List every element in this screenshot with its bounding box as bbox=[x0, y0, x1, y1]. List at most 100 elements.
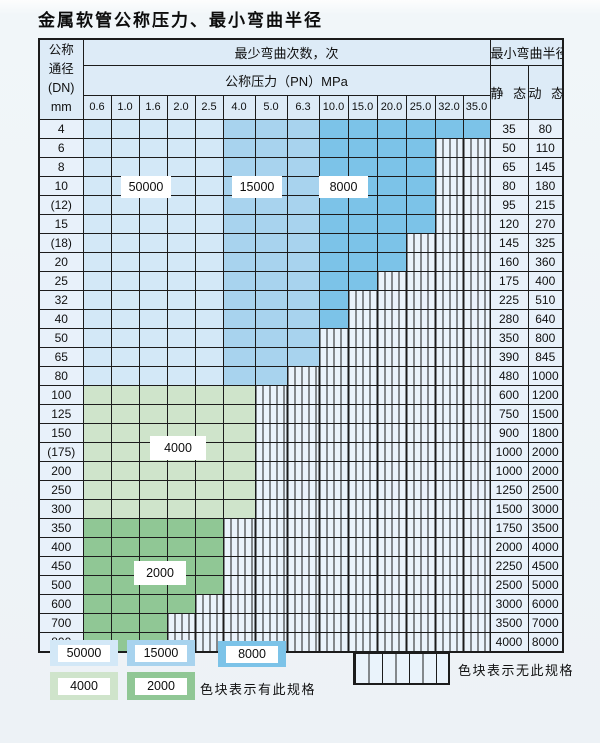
no-spec-cell bbox=[318, 422, 349, 443]
spec-cell bbox=[194, 536, 224, 557]
no-spec-cell bbox=[434, 517, 464, 538]
spec-cell bbox=[254, 346, 288, 367]
spec-cell bbox=[194, 574, 224, 595]
spec-cell bbox=[405, 175, 436, 196]
dynamic-radius-cell: 800 bbox=[527, 327, 564, 348]
no-spec-cell bbox=[222, 612, 256, 633]
spec-cell bbox=[434, 118, 464, 139]
spec-cell bbox=[138, 270, 168, 291]
no-spec-cell bbox=[347, 441, 378, 462]
no-spec-cell bbox=[347, 555, 378, 576]
spec-cell bbox=[194, 498, 224, 519]
no-spec-cell bbox=[376, 384, 407, 405]
no-spec-cell bbox=[166, 612, 196, 633]
no-spec-cell bbox=[286, 441, 320, 462]
no-spec-cell bbox=[254, 555, 288, 576]
no-spec-cell bbox=[254, 403, 288, 424]
table-row: 700 3500 7000 bbox=[38, 612, 564, 633]
spec-cell bbox=[254, 156, 288, 177]
spec-cell bbox=[82, 441, 112, 462]
dn-cell: 350 bbox=[38, 517, 84, 538]
spec-cell bbox=[82, 574, 112, 595]
no-spec-cell bbox=[376, 422, 407, 443]
no-spec-cell bbox=[434, 289, 464, 310]
table-row: 600 3000 6000 bbox=[38, 593, 564, 614]
spec-cell bbox=[166, 498, 196, 519]
spec-cell bbox=[254, 308, 288, 329]
spec-cell bbox=[405, 156, 436, 177]
no-spec-cell bbox=[254, 593, 288, 614]
zone-label-4000: 4000 bbox=[151, 437, 205, 459]
spec-cell bbox=[110, 232, 140, 253]
legend-no-spec-swatch bbox=[353, 652, 450, 685]
spec-cell bbox=[110, 213, 140, 234]
spec-cell bbox=[82, 498, 112, 519]
pressure-col-header: 35.0 bbox=[462, 94, 491, 120]
no-spec-cell bbox=[434, 156, 464, 177]
spec-cell bbox=[222, 441, 256, 462]
static-radius-cell: 160 bbox=[489, 251, 529, 272]
no-spec-cell bbox=[347, 536, 378, 557]
no-spec-cell bbox=[347, 517, 378, 538]
no-spec-cell bbox=[222, 574, 256, 595]
no-spec-cell bbox=[347, 593, 378, 614]
spec-cell bbox=[376, 175, 407, 196]
no-spec-cell bbox=[434, 498, 464, 519]
static-radius-cell: 900 bbox=[489, 422, 529, 443]
dn-cell: (18) bbox=[38, 232, 84, 253]
spec-cell bbox=[347, 232, 378, 253]
dynamic-radius-cell: 2000 bbox=[527, 460, 564, 481]
table-row: 4 35 80 bbox=[38, 118, 564, 139]
spec-cell bbox=[166, 536, 196, 557]
no-spec-cell bbox=[286, 498, 320, 519]
no-spec-cell bbox=[286, 384, 320, 405]
spec-cell bbox=[110, 365, 140, 386]
spec-table: 公称 通径 (DN) mm 最少弯曲次数，次 最小弯曲半径 公称压力（PN）MP… bbox=[38, 38, 565, 653]
pressure-col-header: 15.0 bbox=[347, 94, 378, 120]
spec-cell bbox=[405, 137, 436, 158]
spec-cell bbox=[82, 384, 112, 405]
no-spec-cell bbox=[254, 384, 288, 405]
spec-cell bbox=[286, 270, 320, 291]
spec-cell bbox=[347, 194, 378, 215]
no-spec-cell bbox=[434, 308, 464, 329]
table-row: 150 900 1800 bbox=[38, 422, 564, 443]
no-spec-cell bbox=[405, 327, 436, 348]
spec-cell bbox=[166, 175, 196, 196]
spec-cell bbox=[110, 118, 140, 139]
no-spec-cell bbox=[376, 270, 407, 291]
no-spec-cell bbox=[347, 631, 378, 652]
spec-cell bbox=[222, 213, 256, 234]
no-spec-cell bbox=[405, 251, 436, 272]
no-spec-cell bbox=[194, 631, 224, 652]
no-spec-cell bbox=[347, 479, 378, 500]
no-spec-cell bbox=[405, 289, 436, 310]
no-spec-cell bbox=[347, 498, 378, 519]
spec-cell bbox=[110, 137, 140, 158]
static-radius-cell: 175 bbox=[489, 270, 529, 291]
spec-cell bbox=[166, 460, 196, 481]
spec-cell bbox=[194, 270, 224, 291]
spec-cell bbox=[82, 460, 112, 481]
spec-cell bbox=[347, 118, 378, 139]
spec-cell bbox=[286, 289, 320, 310]
spec-cell bbox=[194, 460, 224, 481]
spec-cell bbox=[138, 517, 168, 538]
legend-swatch-2000: 2000 bbox=[127, 672, 195, 700]
no-spec-cell bbox=[405, 593, 436, 614]
spec-cell bbox=[222, 498, 256, 519]
dynamic-radius-cell: 400 bbox=[527, 270, 564, 291]
no-spec-cell bbox=[318, 593, 349, 614]
dn-cell: 250 bbox=[38, 479, 84, 500]
no-spec-cell bbox=[405, 308, 436, 329]
spec-cell bbox=[376, 232, 407, 253]
no-spec-cell bbox=[254, 422, 288, 443]
no-spec-cell bbox=[376, 289, 407, 310]
spec-cell bbox=[222, 346, 256, 367]
dn-cell: 40 bbox=[38, 308, 84, 329]
pressure-col-header: 0.6 bbox=[82, 94, 112, 120]
spec-cell bbox=[110, 270, 140, 291]
spec-cell bbox=[254, 270, 288, 291]
spec-cell bbox=[318, 156, 349, 177]
spec-cell bbox=[194, 365, 224, 386]
